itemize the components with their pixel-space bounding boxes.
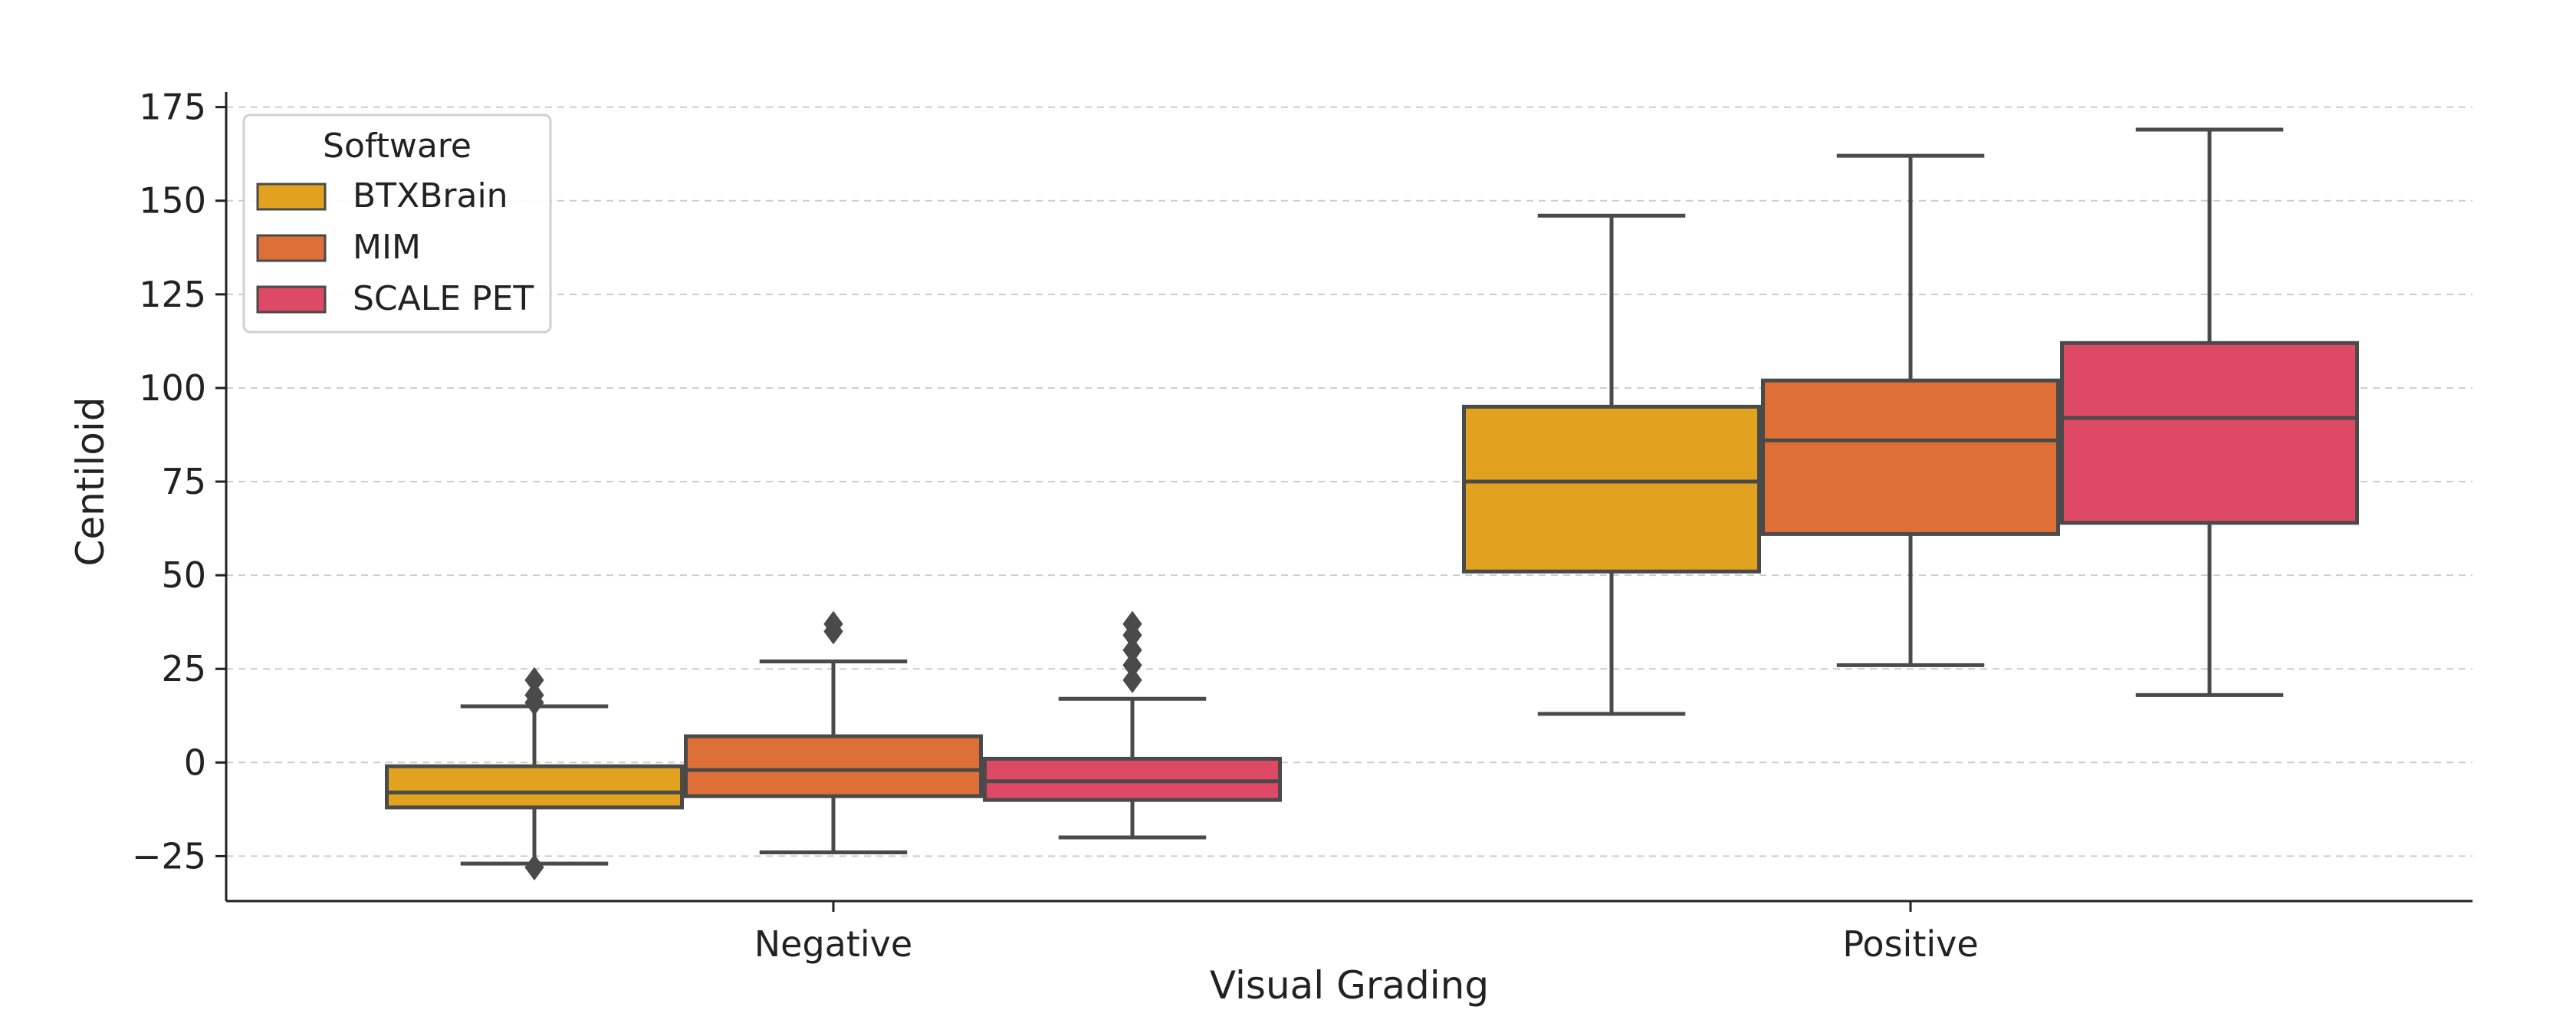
box-iqr <box>684 734 983 798</box>
outlier-point-2 <box>524 682 544 709</box>
y-tick-label: 100 <box>139 367 206 409</box>
outlier-point-1 <box>823 610 843 637</box>
y-tick-label: 0 <box>184 742 206 783</box>
outlier-point-4 <box>1122 610 1142 637</box>
y-tick-label: 50 <box>161 554 206 596</box>
grid-lines <box>226 106 2472 857</box>
box-scale-pet-positive <box>2060 127 2359 697</box>
y-tick-label: 150 <box>139 180 206 222</box>
box-iqr <box>1462 404 1761 574</box>
box-iqr <box>1761 378 2060 536</box>
outlier-point-3 <box>524 666 544 693</box>
axes: −25 0 25 50 75 100 125 150 175 Negative Positive Vi… <box>68 87 2472 1008</box>
outlier-point-0 <box>1122 666 1142 693</box>
box-btxbrain-negative <box>385 666 684 881</box>
legend-swatch-scale-pet <box>256 285 327 314</box>
legend-title: Software <box>323 127 472 166</box>
box-iqr <box>385 764 684 810</box>
x-tick-label-positive: Positive <box>1842 923 1978 965</box>
legend-label-mim: MIM <box>353 228 421 267</box>
y-tick-label: 125 <box>139 274 206 315</box>
box-iqr <box>2060 340 2359 525</box>
boxes <box>385 127 2359 881</box>
legend-swatch-mim <box>256 234 327 262</box>
box-scale-pet-negative <box>983 610 1282 840</box>
y-tick-label: −25 <box>132 835 206 877</box>
legend: Software BTXBrain MIM SCALE PET <box>242 113 552 334</box>
outlier-point-0 <box>524 854 544 881</box>
x-axis-title: Visual Grading <box>1210 963 1489 1008</box>
legend-label-btxbrain: BTXBrain <box>353 176 508 215</box>
box-mim-positive <box>1761 153 2060 667</box>
box-btxbrain-positive <box>1462 213 1761 716</box>
x-tick-label-negative: Negative <box>754 923 912 965</box>
y-tick-label: 175 <box>139 87 206 128</box>
y-axis-title: Centiloid <box>68 397 113 567</box>
legend-swatch-btxbrain <box>256 183 327 211</box>
outlier-point-1 <box>1122 652 1142 679</box>
legend-box <box>242 113 552 334</box>
legend-label-scale-pet: SCALE PET <box>353 279 534 318</box>
outlier-point-2 <box>1122 636 1142 663</box>
box-mim-negative <box>684 610 983 855</box>
y-tick-label: 25 <box>161 648 206 689</box>
y-tick-label: 75 <box>161 461 206 502</box>
